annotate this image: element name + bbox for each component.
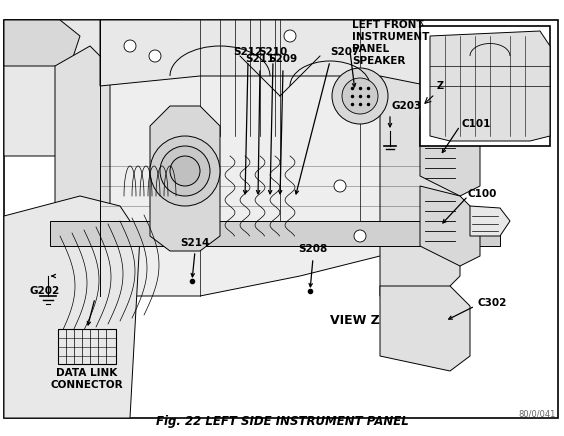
Text: S207: S207	[330, 47, 359, 57]
Text: G203: G203	[392, 101, 422, 111]
Text: S209: S209	[268, 54, 298, 64]
Text: S210: S210	[258, 47, 288, 57]
Polygon shape	[430, 31, 550, 141]
Circle shape	[354, 230, 366, 242]
Polygon shape	[420, 116, 480, 196]
Text: LEFT FRONT
INSTRUMENT
PANEL
SPEAKER: LEFT FRONT INSTRUMENT PANEL SPEAKER	[352, 20, 429, 66]
Text: S208: S208	[298, 244, 328, 254]
Text: S211: S211	[245, 54, 275, 64]
Circle shape	[160, 146, 210, 196]
Polygon shape	[100, 46, 420, 296]
Circle shape	[124, 40, 136, 52]
Polygon shape	[380, 286, 470, 371]
Text: Fig. 22 LEFT SIDE INSTRUMENT PANEL: Fig. 22 LEFT SIDE INSTRUMENT PANEL	[156, 415, 408, 428]
Circle shape	[342, 78, 378, 114]
Polygon shape	[150, 106, 220, 251]
Text: C302: C302	[477, 298, 506, 308]
Bar	[50, 221, 500, 246]
Text: 80/0/041: 80/0/041	[519, 409, 556, 419]
Circle shape	[150, 136, 220, 206]
Text: S212: S212	[233, 47, 263, 57]
Circle shape	[334, 180, 346, 192]
Text: C100: C100	[468, 189, 497, 199]
Text: S214: S214	[180, 238, 210, 248]
Text: C101: C101	[462, 119, 491, 129]
Polygon shape	[470, 206, 510, 236]
Text: VIEW Z: VIEW Z	[330, 314, 380, 327]
Polygon shape	[55, 46, 110, 236]
Text: DATA LINK
CONNECTOR: DATA LINK CONNECTOR	[51, 368, 124, 390]
Bar	[58, 329, 116, 364]
Circle shape	[149, 50, 161, 62]
Circle shape	[170, 156, 200, 186]
Bar	[420, 26, 550, 146]
Text: Z: Z	[437, 81, 443, 91]
Circle shape	[332, 68, 388, 124]
Text: G202: G202	[30, 286, 60, 296]
Polygon shape	[100, 20, 440, 116]
Polygon shape	[4, 20, 80, 66]
Polygon shape	[380, 76, 460, 296]
Polygon shape	[4, 20, 210, 156]
Circle shape	[284, 30, 296, 42]
Polygon shape	[4, 196, 140, 418]
Polygon shape	[420, 186, 480, 266]
